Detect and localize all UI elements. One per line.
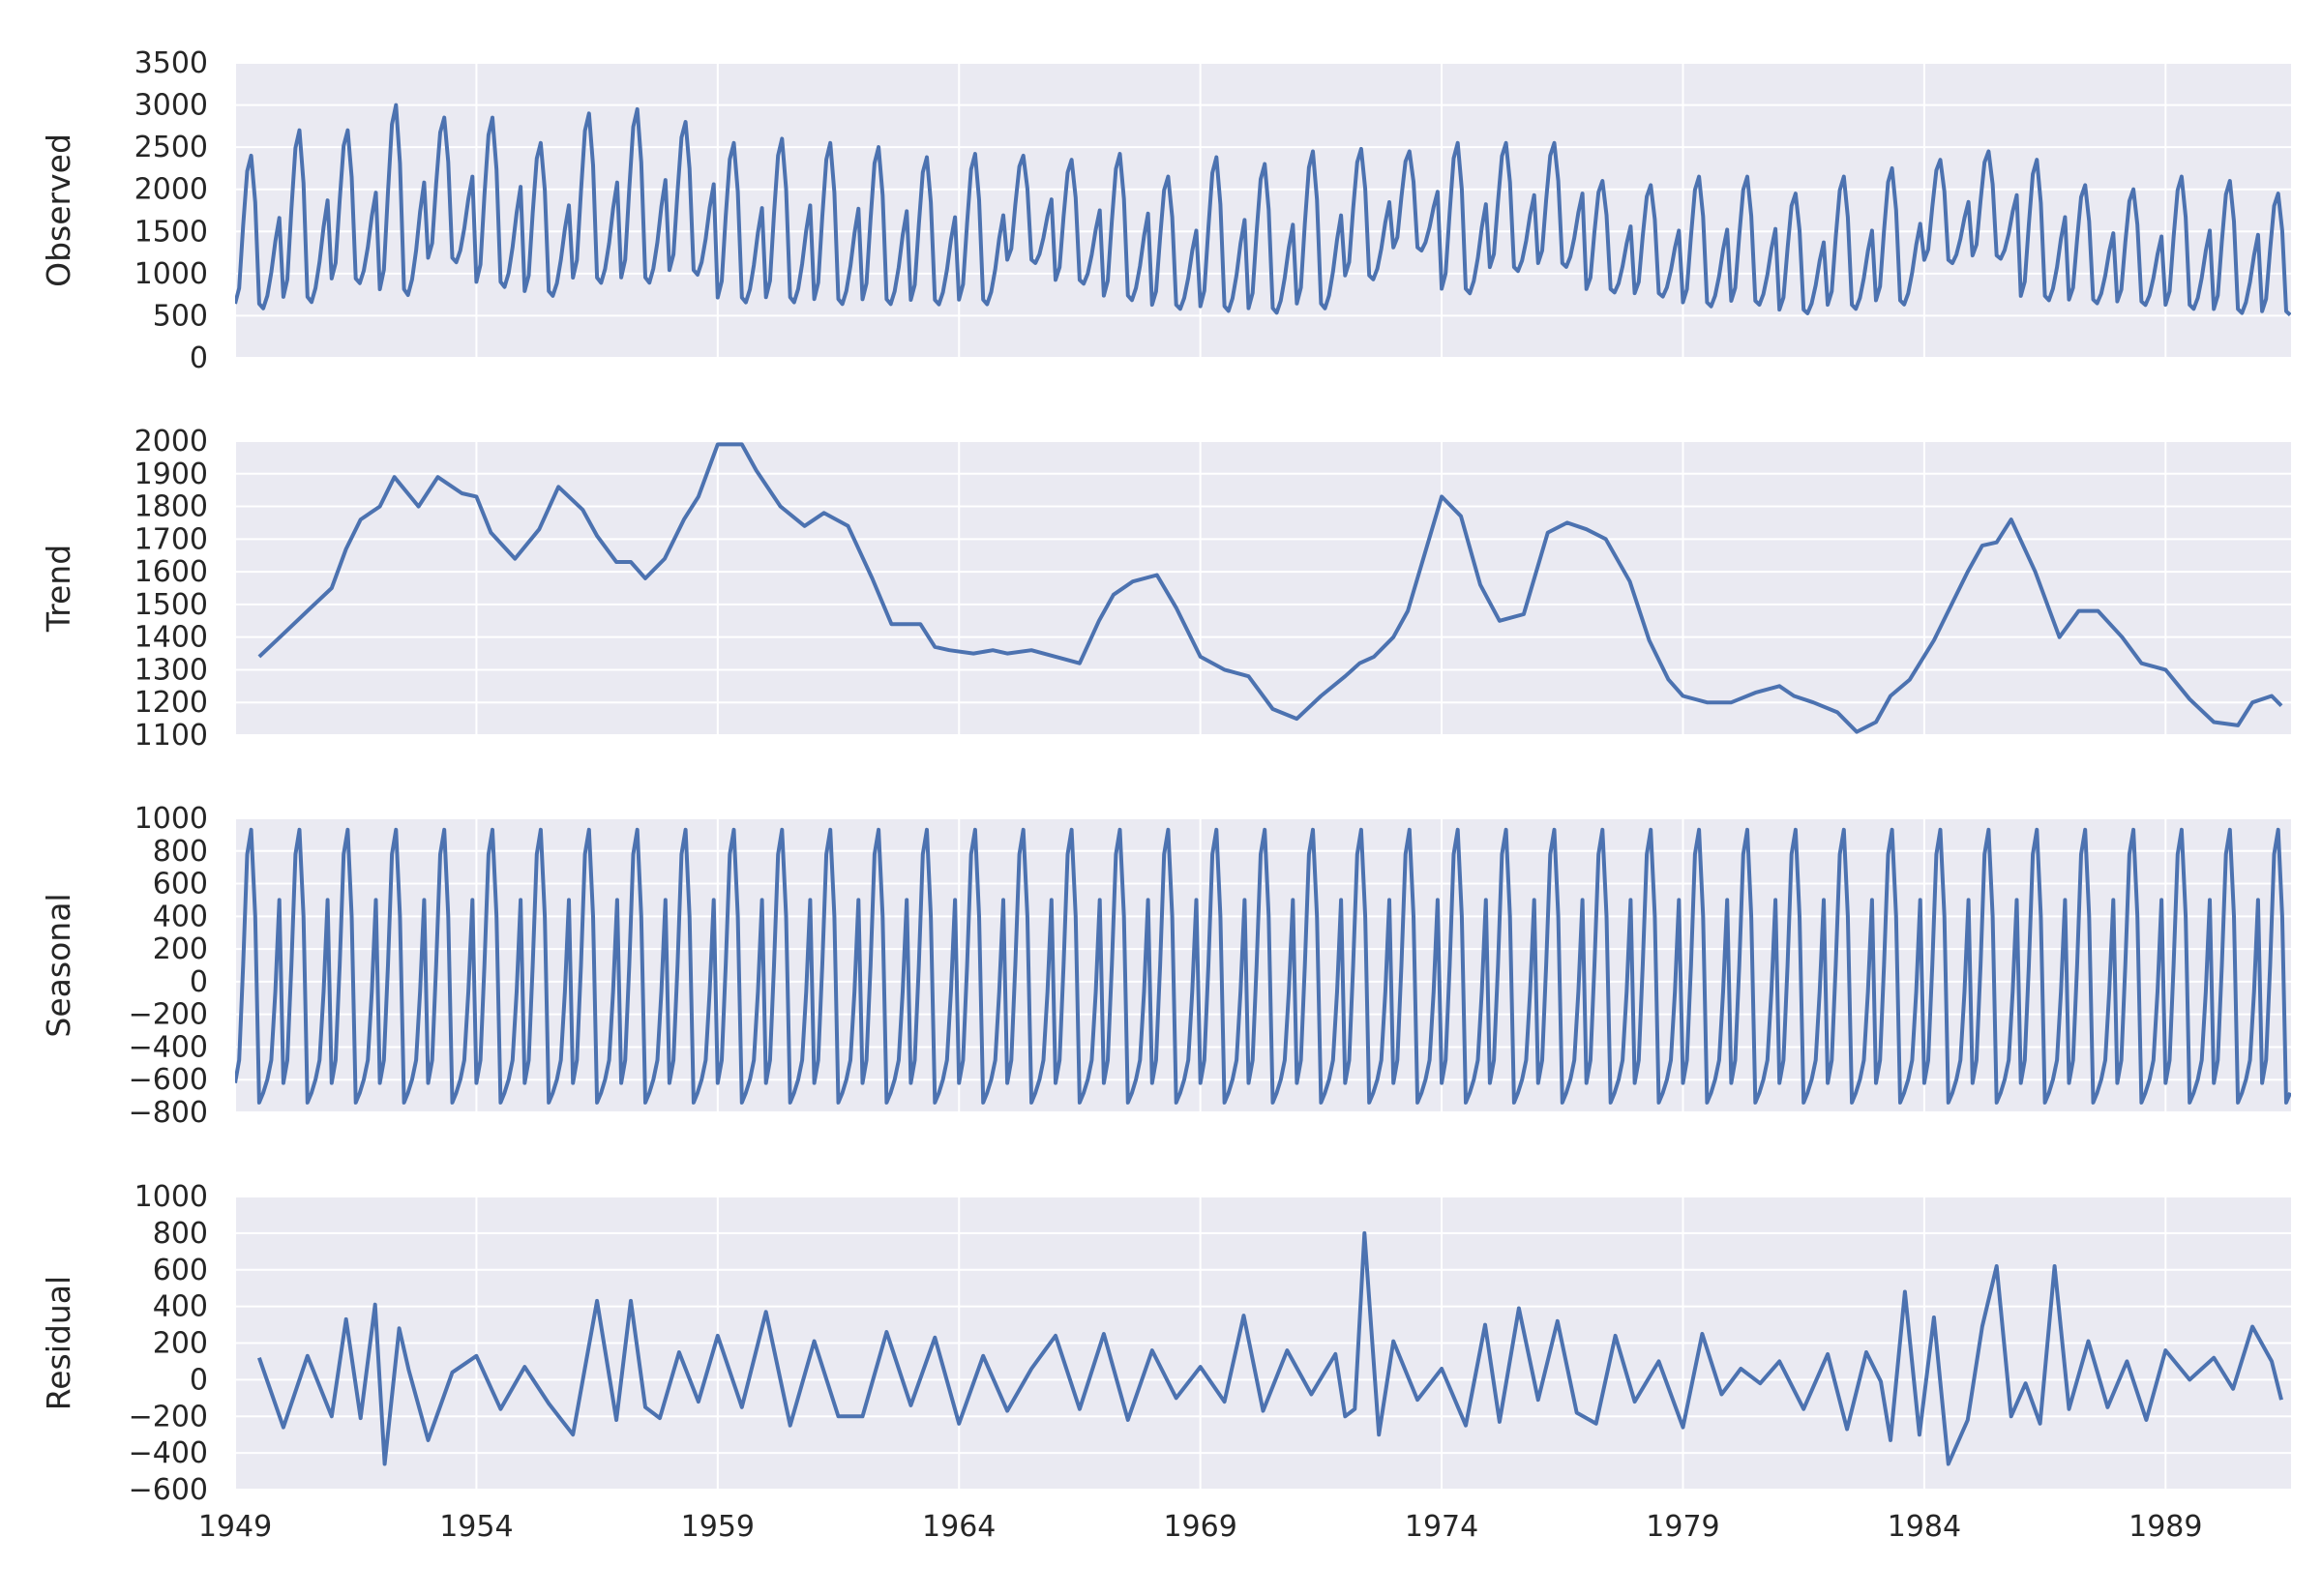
x-tick-label: 1949 (198, 1510, 272, 1544)
x-tick-label: 1954 (439, 1510, 513, 1544)
y-tick-label: 200 (153, 1327, 208, 1361)
y-tick-label: 0 (190, 1363, 208, 1397)
series-line-residual (257, 1230, 2283, 1466)
y-tick-label: 1000 (134, 1180, 208, 1214)
series-line-observed (235, 103, 2291, 317)
x-tick-label: 1979 (1646, 1510, 1719, 1544)
y-tick-label: −600 (129, 1063, 208, 1097)
plot-area (235, 441, 2291, 735)
y-tick-label: 1300 (134, 653, 208, 687)
y-axis-label: Residual (40, 1276, 77, 1410)
y-tick-label: 1000 (134, 802, 208, 836)
y-tick-label: 2000 (134, 425, 208, 458)
y-tick-label: 0 (190, 341, 208, 375)
series-line-seasonal (235, 827, 2291, 1105)
y-tick-label: 3500 (134, 46, 208, 80)
y-tick-label: 1100 (134, 719, 208, 753)
series-line-trend (257, 442, 2283, 734)
plot-area (235, 63, 2291, 358)
y-tick-label: 400 (153, 900, 208, 933)
y-tick-label: 3000 (134, 89, 208, 123)
y-tick-label: 600 (153, 1254, 208, 1287)
y-tick-label: 1400 (134, 621, 208, 655)
panel-observed: 0 500 1000 1500 2000 2500 3000 3500 Observed (40, 46, 2291, 375)
y-axis-label: Observed (40, 133, 77, 287)
y-tick-label: 1200 (134, 686, 208, 720)
y-tick-label: 1000 (134, 257, 208, 291)
y-tick-label: 1800 (134, 490, 208, 524)
x-tick-label: 1959 (681, 1510, 755, 1544)
y-tick-label: 1900 (134, 458, 208, 491)
panel-trend: 1100120013001400150016001700180019002000… (40, 425, 2291, 753)
y-axis-label: Trend (40, 545, 77, 633)
y-tick-label: −200 (129, 998, 208, 1032)
y-tick-label: 500 (153, 299, 208, 333)
y-tick-label: −400 (129, 1030, 208, 1064)
y-axis-label: Seasonal (40, 893, 77, 1037)
x-tick-label: 1984 (1888, 1510, 1961, 1544)
y-tick-label: 600 (153, 868, 208, 901)
x-tick-label: 1974 (1405, 1510, 1478, 1544)
y-tick-label: −600 (129, 1473, 208, 1507)
y-tick-label: 1600 (134, 555, 208, 589)
y-tick-label: 200 (153, 932, 208, 966)
x-tick-label: 1969 (1163, 1510, 1236, 1544)
x-tick-label: 1989 (2128, 1510, 2202, 1544)
y-tick-label: −400 (129, 1436, 208, 1470)
y-tick-label: −200 (129, 1400, 208, 1433)
y-tick-label: 0 (190, 965, 208, 999)
y-tick-label: 400 (153, 1290, 208, 1324)
y-tick-label: 800 (153, 1217, 208, 1251)
y-tick-label: 1500 (134, 588, 208, 622)
y-tick-label: 2500 (134, 131, 208, 164)
y-tick-label: 1700 (134, 522, 208, 556)
y-tick-label: 800 (153, 835, 208, 869)
x-tick-label: 1964 (922, 1510, 996, 1544)
y-tick-label: 2000 (134, 173, 208, 207)
y-tick-label: −800 (129, 1096, 208, 1130)
y-tick-label: 1500 (134, 215, 208, 249)
